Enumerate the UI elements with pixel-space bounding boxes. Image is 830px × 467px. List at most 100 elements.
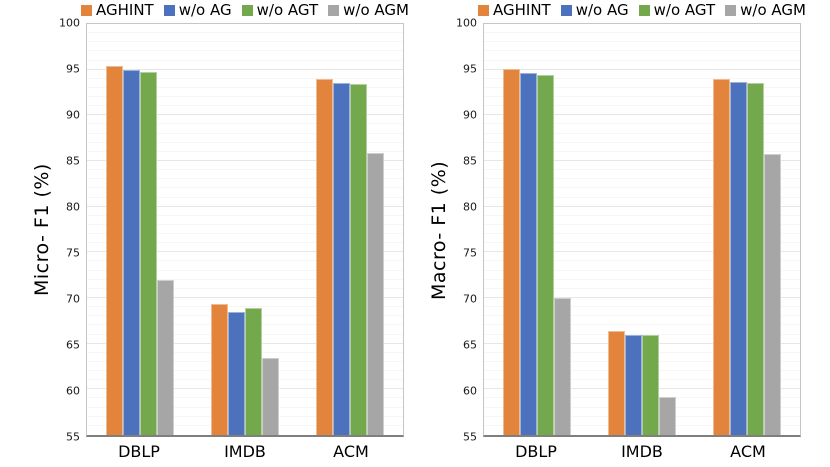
minor-gridline: [87, 233, 403, 235]
minor-gridline: [87, 178, 403, 180]
plot-area: [86, 23, 404, 437]
minor-gridline: [484, 141, 800, 143]
micro-f1-plot-region: Micro- F1 (%) 55 60 65 70 75 80 85 90 95 100: [26, 18, 415, 443]
bar: [105, 66, 123, 435]
legend-item: w/o AG: [560, 0, 629, 19]
minor-gridline: [87, 242, 403, 244]
y-tick-label: 85: [66, 154, 80, 168]
bar: [156, 279, 174, 435]
minor-gridline: [87, 96, 403, 98]
bar: [536, 75, 554, 435]
minor-gridline: [484, 187, 800, 189]
legend-swatch: [725, 4, 737, 16]
minor-gridline: [484, 150, 800, 152]
legend: AGHINT w/o AG w/o AGT w/o AGM: [478, 0, 806, 20]
minor-gridline: [484, 59, 800, 61]
y-tick-label: 60: [66, 384, 80, 398]
minor-gridline: [484, 41, 800, 43]
y-tick-label: 70: [66, 292, 80, 306]
bar: [747, 83, 765, 435]
x-tick-label-acm: ACM: [333, 442, 369, 461]
bar: [730, 82, 748, 435]
minor-gridline: [484, 77, 800, 79]
x-tick-label-acm: ACM: [730, 442, 766, 461]
major-gridline: [484, 114, 800, 116]
y-tick-label: 100: [456, 16, 477, 30]
bar: [713, 78, 731, 435]
legend-label: w/o AG: [575, 0, 629, 19]
minor-gridline: [484, 178, 800, 180]
major-gridline: [484, 205, 800, 207]
major-gridline: [87, 114, 403, 116]
minor-gridline: [87, 214, 403, 216]
x-axis-labels: DBLP IMDB ACM: [86, 444, 404, 460]
legend-swatch: [81, 4, 93, 16]
y-tick-label: 60: [463, 384, 477, 398]
minor-gridline: [484, 287, 800, 289]
bar: [210, 304, 228, 435]
minor-gridline: [87, 123, 403, 125]
micro-f1-chart: AGHINT w/o AG w/o AGT w/o AGM Micro- F1 (%)…: [26, 0, 415, 460]
y-tick-label: 100: [59, 16, 80, 30]
minor-gridline: [484, 105, 800, 107]
minor-gridline: [87, 223, 403, 225]
bar-group-dblp: [502, 24, 571, 435]
y-tick-label: 95: [463, 62, 477, 76]
bar-group-imdb: [210, 24, 279, 435]
minor-gridline: [484, 96, 800, 98]
y-tick-label: 55: [463, 430, 477, 444]
bar-group-imdb: [607, 24, 676, 435]
legend-label: AGHINT: [96, 0, 154, 19]
minor-gridline: [87, 77, 403, 79]
minor-gridline: [484, 333, 800, 335]
major-gridline: [484, 297, 800, 299]
legend-swatch: [328, 4, 340, 16]
legend-swatch: [241, 4, 253, 16]
x-tick-label-dblp: DBLP: [515, 442, 557, 461]
major-gridline: [484, 68, 800, 70]
major-gridline: [87, 68, 403, 70]
x-axis-labels: DBLP IMDB ACM: [483, 444, 801, 460]
minor-gridline: [484, 123, 800, 125]
bar: [316, 78, 334, 435]
minor-gridline: [87, 269, 403, 271]
minor-gridline: [87, 287, 403, 289]
legend-label: AGHINT: [493, 0, 551, 19]
minor-gridline: [87, 278, 403, 280]
bar: [624, 335, 642, 435]
bar-group-acm: [713, 24, 782, 435]
x-tick-label-imdb: IMDB: [621, 442, 663, 461]
x-tick-label-imdb: IMDB: [224, 442, 266, 461]
legend-swatch: [560, 4, 572, 16]
minor-gridline: [484, 132, 800, 134]
minor-gridline: [87, 50, 403, 52]
minor-gridline: [87, 150, 403, 152]
minor-gridline: [484, 269, 800, 271]
legend-label: w/o AG: [178, 0, 232, 19]
y-tick-label: 55: [66, 430, 80, 444]
bar: [641, 335, 659, 435]
bar: [122, 69, 140, 435]
bar-group-dblp: [105, 24, 174, 435]
major-gridline: [87, 297, 403, 299]
bar-group-acm: [316, 24, 385, 435]
legend-swatch: [638, 4, 650, 16]
minor-gridline: [484, 233, 800, 235]
legend-swatch: [163, 4, 175, 16]
bar: [764, 153, 782, 435]
minor-gridline: [484, 169, 800, 171]
minor-gridline: [484, 278, 800, 280]
minor-gridline: [87, 196, 403, 198]
major-gridline: [484, 160, 800, 162]
minor-gridline: [484, 223, 800, 225]
major-gridline: [87, 251, 403, 253]
bar: [333, 83, 351, 435]
minor-gridline: [87, 141, 403, 143]
legend-label: w/o AGT: [653, 0, 716, 19]
minor-gridline: [87, 132, 403, 134]
bar: [607, 330, 625, 435]
y-tick-label: 75: [66, 246, 80, 260]
y-tick-label: 80: [66, 200, 80, 214]
bar: [553, 298, 571, 435]
